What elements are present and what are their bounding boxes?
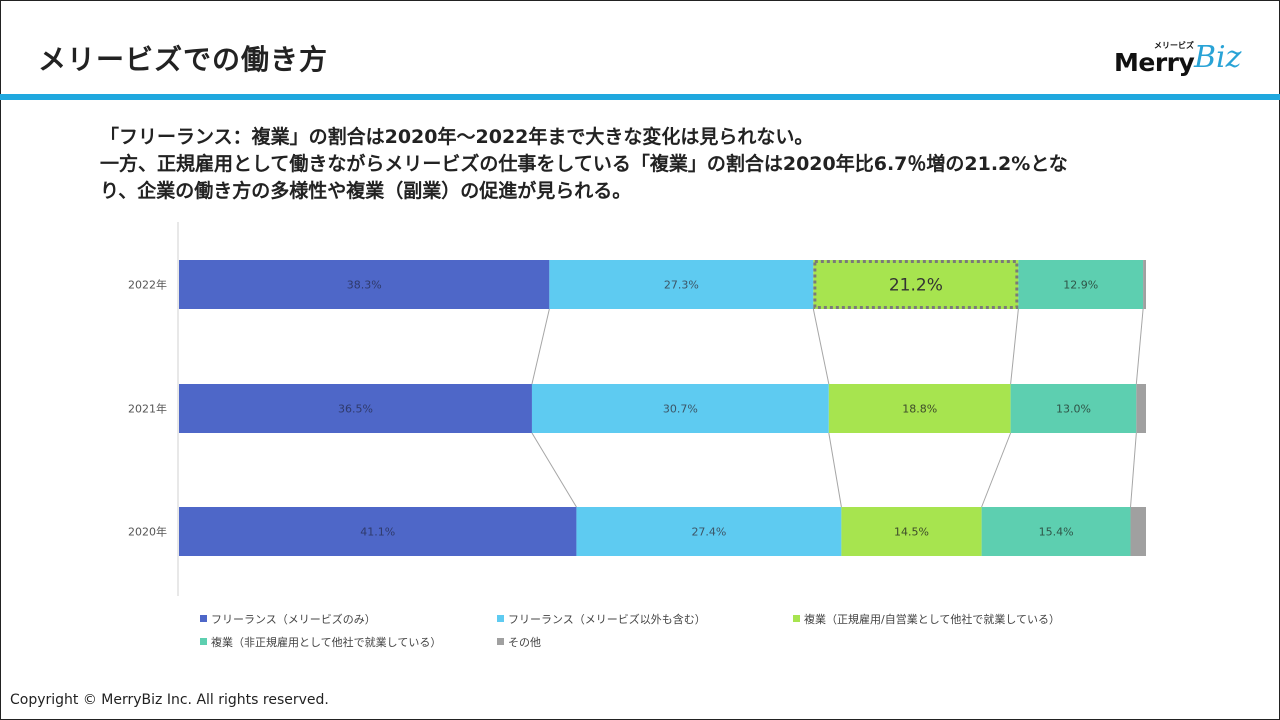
data-label: 21.2%: [889, 276, 943, 296]
data-label: 36.5%: [338, 403, 373, 416]
bar-segment: [531, 384, 829, 433]
description-line-3: り、企業の働き方の多様性や複業（副業）の促進が見られる。: [100, 180, 632, 202]
legend-label: フリーランス（メリービズのみ）: [211, 613, 376, 626]
legend-item-freelance-only: フリーランス（メリービズのみ）: [200, 611, 376, 627]
series-line: [531, 432, 577, 508]
data-label: 27.4%: [691, 526, 726, 539]
page-title: メリービズでの働き方: [38, 43, 329, 76]
bar-segment: [1018, 260, 1144, 309]
bar-segment: [179, 260, 550, 309]
logo-kana: メリービズ: [1154, 41, 1194, 50]
legend-label: 複業（非正規雇用として他社で就業している）: [211, 636, 442, 649]
legend-label: その他: [508, 636, 541, 649]
category-label: 2022年: [128, 278, 167, 292]
merrybiz-logo: メリービズ Merry Biz: [1114, 40, 1264, 80]
data-label: 18.8%: [902, 403, 937, 416]
bar-segment: [1143, 260, 1146, 309]
logo-text-main: Merry: [1114, 48, 1195, 77]
legend-swatch: [200, 615, 207, 622]
bar-segment: [576, 507, 842, 556]
legend-item-other: その他: [497, 634, 541, 650]
bar-segment: [813, 260, 1019, 309]
bar-segment: [1010, 384, 1137, 433]
data-label: 27.3%: [664, 279, 699, 292]
series-line: [1135, 308, 1144, 385]
series-line: [1010, 308, 1019, 385]
bar-segment: [981, 507, 1131, 556]
description: 「フリーランス：複業」の割合は2020年～2022年まで大きな変化は見られない。…: [100, 124, 1180, 205]
series-line: [981, 432, 1012, 508]
legend-item-freelance-other: フリーランス（メリービズ以外も含む）: [497, 611, 706, 627]
data-label: 13.0%: [1056, 403, 1091, 416]
bar-segment: [841, 507, 982, 556]
data-label: 41.1%: [360, 526, 395, 539]
legend-swatch: [497, 638, 504, 645]
bar-segment: [1136, 384, 1146, 433]
category-label: 2021年: [128, 402, 167, 416]
copyright: Copyright © MerryBiz Inc. All rights res…: [10, 692, 329, 708]
legend-label: 複業（正規雇用/自営業として他社で就業している）: [804, 613, 1061, 626]
category-label: 2020年: [128, 525, 167, 539]
legend-label: フリーランス（メリービズ以外も含む）: [508, 613, 706, 626]
legend-swatch: [497, 615, 504, 622]
data-label: 12.9%: [1063, 279, 1098, 292]
logo-text-accent: Biz: [1194, 40, 1242, 75]
description-line-2: 一方、正規雇用として働きながらメリービズの仕事をしている「複業」の割合は2020…: [100, 153, 1068, 175]
legend-swatch: [200, 638, 207, 645]
header-rule: [0, 94, 1280, 100]
data-label: 14.5%: [894, 526, 929, 539]
legend-item-fukugyo-regular: 複業（正規雇用/自営業として他社で就業している）: [793, 611, 1060, 627]
highlight-box: [813, 260, 1019, 309]
data-label: 30.7%: [663, 403, 698, 416]
bar-segment: [828, 384, 1011, 433]
series-line: [1130, 432, 1137, 508]
bar-segment: [179, 384, 532, 433]
bar-segment: [549, 260, 814, 309]
bar-segment: [1130, 507, 1146, 556]
data-label: 38.3%: [347, 279, 382, 292]
legend-swatch: [793, 615, 800, 622]
description-line-1: 「フリーランス：複業」の割合は2020年～2022年まで大きな変化は見られない。: [100, 126, 814, 148]
bar-segment: [179, 507, 577, 556]
series-line: [812, 308, 830, 385]
legend-item-fukugyo-nonregular: 複業（非正規雇用として他社で就業している）: [200, 634, 441, 650]
series-line: [828, 432, 842, 508]
data-label: 15.4%: [1039, 526, 1074, 539]
series-line: [531, 308, 550, 385]
